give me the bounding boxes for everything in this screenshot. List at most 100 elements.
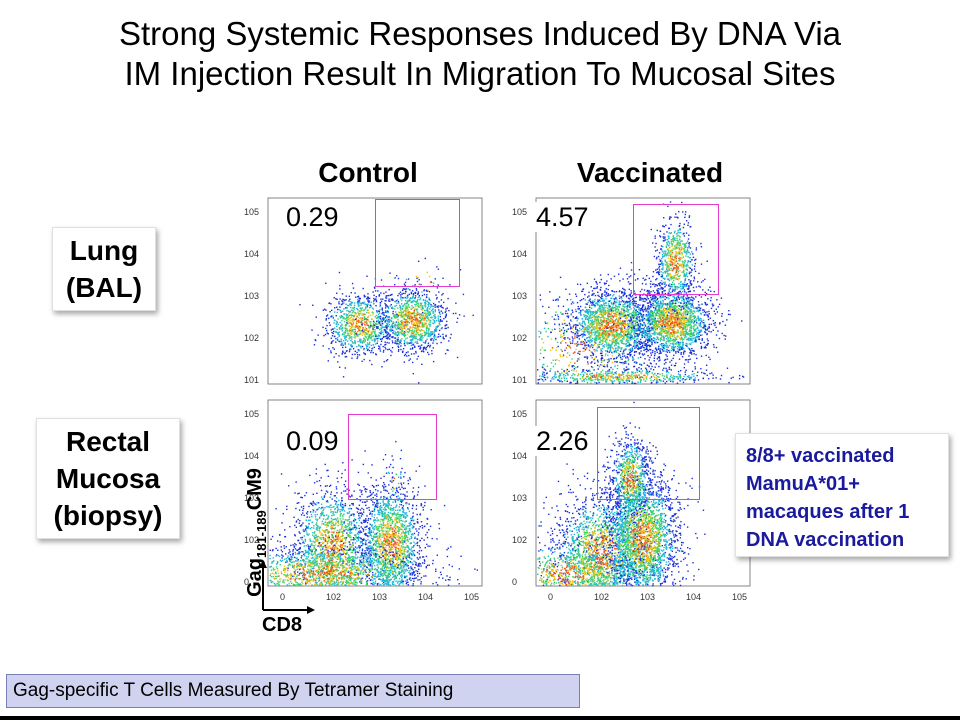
event-dot (369, 314, 372, 316)
event-dot (669, 335, 672, 337)
event-dot (594, 334, 596, 336)
event-dot (394, 283, 396, 286)
event-dot (607, 303, 610, 305)
event-dot (341, 319, 343, 322)
event-dot (428, 353, 430, 356)
event-dot (373, 339, 375, 341)
event-dot (697, 329, 700, 332)
event-dot (633, 337, 635, 340)
event-dot (448, 340, 450, 342)
event-dot (611, 335, 613, 337)
event-dot (669, 315, 672, 318)
event-dot (427, 289, 429, 291)
event-dot (391, 299, 393, 301)
event-dot (363, 294, 366, 297)
event-dot (618, 345, 620, 348)
event-dot (415, 330, 418, 332)
event-dot (596, 283, 598, 285)
event-dot (610, 345, 612, 347)
event-dot (712, 319, 715, 322)
event-dot (645, 314, 648, 316)
event-dot (589, 346, 591, 348)
event-dot (596, 339, 598, 341)
event-dot (389, 272, 391, 274)
event-dot (621, 315, 623, 318)
event-dot (379, 308, 381, 311)
event-dot (596, 335, 598, 337)
event-dot (356, 335, 358, 337)
event-dot (410, 340, 413, 342)
event-dot (406, 300, 409, 302)
event-dot (322, 345, 324, 347)
event-dot (652, 318, 655, 320)
event-dot (418, 334, 421, 336)
event-dot (604, 334, 606, 336)
event-dot (385, 311, 387, 313)
event-dot (657, 337, 659, 340)
event-dot (601, 336, 603, 339)
event-dot (608, 322, 611, 324)
event-dot (631, 314, 633, 317)
row-label-rectal: Rectal Mucosa (biopsy) (36, 418, 180, 539)
event-dot (410, 311, 412, 314)
event-dot (635, 300, 637, 303)
event-dot (382, 345, 384, 348)
event-dot (567, 344, 569, 347)
event-dot (428, 333, 431, 335)
event-dot (445, 313, 448, 315)
event-dot (328, 317, 330, 320)
event-dot (393, 330, 395, 332)
event-dot (427, 327, 429, 329)
event-dot (690, 342, 692, 344)
event-dot (649, 356, 651, 359)
event-dot (434, 306, 436, 308)
event-dot (418, 338, 421, 340)
y-tick-label: 101 (512, 375, 527, 385)
event-dot (726, 319, 728, 321)
event-dot (630, 269, 633, 271)
event-dot (671, 327, 674, 329)
event-dot (631, 313, 634, 316)
event-dot (415, 300, 418, 302)
event-dot (441, 320, 444, 322)
event-dot (438, 312, 441, 314)
event-dot (580, 299, 583, 301)
event-dot (366, 333, 369, 335)
event-dot (358, 305, 360, 307)
event-dot (617, 322, 619, 324)
event-dot (592, 304, 595, 306)
event-dot (361, 322, 363, 324)
event-dot (637, 307, 640, 309)
event-dot (352, 325, 354, 327)
event-dot (373, 346, 376, 349)
event-dot (614, 328, 617, 331)
event-dot (643, 297, 646, 300)
event-dot (375, 300, 378, 303)
event-dot (622, 314, 625, 316)
event-dot (683, 316, 685, 318)
event-dot (593, 358, 595, 361)
event-dot (416, 329, 419, 331)
event-dot (673, 333, 675, 335)
event-dot (417, 313, 419, 316)
event-dot (596, 350, 598, 352)
event-dot (679, 334, 682, 336)
event-dot (349, 336, 351, 339)
event-dot (649, 300, 651, 302)
event-dot (692, 286, 695, 289)
event-dot (610, 325, 613, 328)
event-dot (358, 321, 360, 323)
event-dot (422, 341, 425, 344)
event-dot (623, 336, 625, 338)
event-dot (685, 320, 688, 322)
event-dot (622, 301, 625, 303)
event-dot (632, 310, 635, 312)
event-dot (397, 345, 399, 347)
event-dot (338, 331, 340, 333)
event-dot (621, 334, 623, 337)
event-dot (656, 285, 659, 287)
event-dot (686, 312, 689, 315)
event-dot (597, 327, 599, 329)
event-dot (615, 301, 617, 303)
event-dot (643, 289, 646, 291)
